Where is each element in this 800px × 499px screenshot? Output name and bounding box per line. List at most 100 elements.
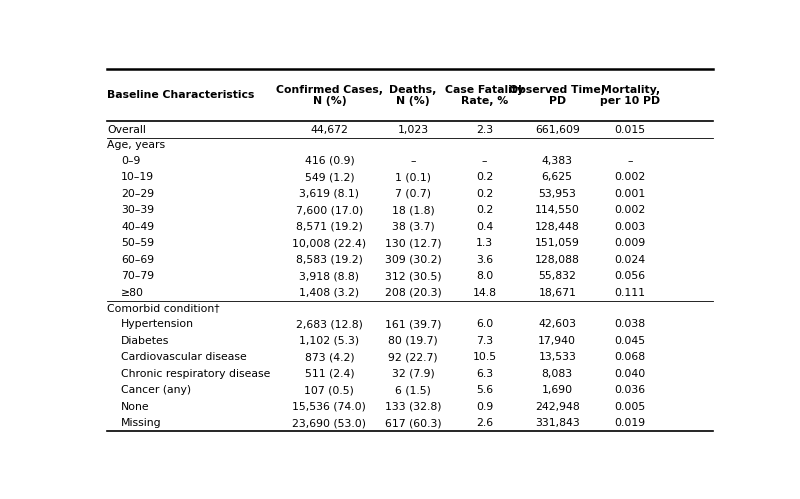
Text: Baseline Characteristics: Baseline Characteristics	[107, 90, 255, 100]
Text: 3.6: 3.6	[476, 255, 493, 265]
Text: 18 (1.8): 18 (1.8)	[392, 205, 434, 215]
Text: 133 (32.8): 133 (32.8)	[385, 402, 442, 412]
Text: 0.068: 0.068	[614, 352, 646, 362]
Text: 0.024: 0.024	[614, 255, 646, 265]
Text: 30–39: 30–39	[121, 205, 154, 215]
Text: 130 (12.7): 130 (12.7)	[385, 239, 442, 249]
Text: 5.6: 5.6	[476, 385, 493, 395]
Text: 20–29: 20–29	[121, 189, 154, 199]
Text: 161 (39.7): 161 (39.7)	[385, 319, 442, 329]
Text: 14.8: 14.8	[472, 288, 496, 298]
Text: 1,408 (3.2): 1,408 (3.2)	[299, 288, 359, 298]
Text: Observed Time,
PD: Observed Time, PD	[510, 85, 606, 106]
Text: 0.005: 0.005	[614, 402, 646, 412]
Text: 0.111: 0.111	[614, 288, 646, 298]
Text: 0.036: 0.036	[614, 385, 646, 395]
Text: 80 (19.7): 80 (19.7)	[388, 335, 438, 346]
Text: 416 (0.9): 416 (0.9)	[305, 156, 354, 166]
Text: 8,571 (19.2): 8,571 (19.2)	[296, 222, 363, 232]
Text: 50–59: 50–59	[121, 239, 154, 249]
Text: Confirmed Cases,
N (%): Confirmed Cases, N (%)	[276, 85, 383, 106]
Text: 128,448: 128,448	[535, 222, 580, 232]
Text: 1,023: 1,023	[398, 125, 429, 135]
Text: 549 (1.2): 549 (1.2)	[305, 172, 354, 182]
Text: Hypertension: Hypertension	[121, 319, 194, 329]
Text: 0.002: 0.002	[614, 205, 646, 215]
Text: 7,600 (17.0): 7,600 (17.0)	[296, 205, 363, 215]
Text: –: –	[627, 156, 633, 166]
Text: Cancer (any): Cancer (any)	[121, 385, 191, 395]
Text: 0.003: 0.003	[614, 222, 646, 232]
Text: 617 (60.3): 617 (60.3)	[385, 418, 442, 428]
Text: 114,550: 114,550	[535, 205, 580, 215]
Text: 13,533: 13,533	[538, 352, 576, 362]
Text: Missing: Missing	[121, 418, 162, 428]
Text: Diabetes: Diabetes	[121, 335, 170, 346]
Text: –: –	[482, 156, 487, 166]
Text: 2.6: 2.6	[476, 418, 493, 428]
Text: Deaths,
N (%): Deaths, N (%)	[390, 85, 437, 106]
Text: 0.056: 0.056	[614, 271, 646, 281]
Text: 0.019: 0.019	[614, 418, 646, 428]
Text: 4,383: 4,383	[542, 156, 573, 166]
Text: Age, years: Age, years	[107, 140, 166, 150]
Text: 40–49: 40–49	[121, 222, 154, 232]
Text: 6.0: 6.0	[476, 319, 493, 329]
Text: 53,953: 53,953	[538, 189, 576, 199]
Text: 6 (1.5): 6 (1.5)	[395, 385, 431, 395]
Text: 1,690: 1,690	[542, 385, 573, 395]
Text: 3,619 (8.1): 3,619 (8.1)	[299, 189, 359, 199]
Text: 92 (22.7): 92 (22.7)	[388, 352, 438, 362]
Text: 511 (2.4): 511 (2.4)	[305, 369, 354, 379]
Text: 1.3: 1.3	[476, 239, 493, 249]
Text: Overall: Overall	[107, 125, 146, 135]
Text: 15,536 (74.0): 15,536 (74.0)	[293, 402, 366, 412]
Text: 107 (0.5): 107 (0.5)	[305, 385, 354, 395]
Text: ≥80: ≥80	[121, 288, 144, 298]
Text: Mortality,
per 10 PD: Mortality, per 10 PD	[600, 85, 660, 106]
Text: 0.015: 0.015	[614, 125, 646, 135]
Text: 7.3: 7.3	[476, 335, 493, 346]
Text: 0.2: 0.2	[476, 172, 493, 182]
Text: 60–69: 60–69	[121, 255, 154, 265]
Text: 0.4: 0.4	[476, 222, 493, 232]
Text: 10–19: 10–19	[121, 172, 154, 182]
Text: 1 (0.1): 1 (0.1)	[395, 172, 431, 182]
Text: 70–79: 70–79	[121, 271, 154, 281]
Text: 55,832: 55,832	[538, 271, 576, 281]
Text: 2.3: 2.3	[476, 125, 493, 135]
Text: 3,918 (8.8): 3,918 (8.8)	[299, 271, 359, 281]
Text: 151,059: 151,059	[535, 239, 580, 249]
Text: 0.040: 0.040	[614, 369, 646, 379]
Text: Cardiovascular disease: Cardiovascular disease	[121, 352, 247, 362]
Text: 0.9: 0.9	[476, 402, 493, 412]
Text: 0.2: 0.2	[476, 189, 493, 199]
Text: 8,083: 8,083	[542, 369, 573, 379]
Text: 44,672: 44,672	[310, 125, 348, 135]
Text: Chronic respiratory disease: Chronic respiratory disease	[121, 369, 270, 379]
Text: 0.038: 0.038	[614, 319, 646, 329]
Text: 0.009: 0.009	[614, 239, 646, 249]
Text: 0.001: 0.001	[614, 189, 646, 199]
Text: 7 (0.7): 7 (0.7)	[395, 189, 431, 199]
Text: 17,940: 17,940	[538, 335, 576, 346]
Text: None: None	[121, 402, 150, 412]
Text: 8,583 (19.2): 8,583 (19.2)	[296, 255, 363, 265]
Text: 0.002: 0.002	[614, 172, 646, 182]
Text: 10.5: 10.5	[472, 352, 497, 362]
Text: 0–9: 0–9	[121, 156, 141, 166]
Text: 32 (7.9): 32 (7.9)	[392, 369, 434, 379]
Text: 661,609: 661,609	[535, 125, 580, 135]
Text: Case Fatality
Rate, %: Case Fatality Rate, %	[445, 85, 524, 106]
Text: 8.0: 8.0	[476, 271, 493, 281]
Text: 0.2: 0.2	[476, 205, 493, 215]
Text: 6.3: 6.3	[476, 369, 493, 379]
Text: 312 (30.5): 312 (30.5)	[385, 271, 442, 281]
Text: 128,088: 128,088	[535, 255, 580, 265]
Text: Comorbid condition†: Comorbid condition†	[107, 303, 220, 313]
Text: 6,625: 6,625	[542, 172, 573, 182]
Text: 873 (4.2): 873 (4.2)	[305, 352, 354, 362]
Text: 38 (3.7): 38 (3.7)	[392, 222, 434, 232]
Text: 331,843: 331,843	[535, 418, 580, 428]
Text: 23,690 (53.0): 23,690 (53.0)	[293, 418, 366, 428]
